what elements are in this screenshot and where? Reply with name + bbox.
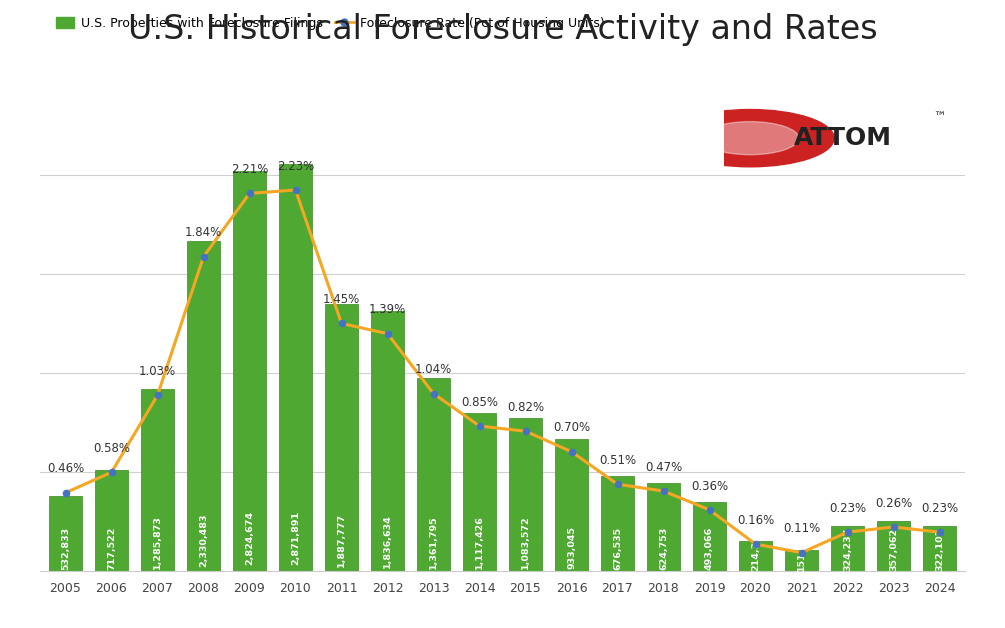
Bar <box>510 418 542 571</box>
Text: 0.26%: 0.26% <box>875 497 913 510</box>
Text: 0.51%: 0.51% <box>599 454 636 467</box>
Bar <box>831 526 863 571</box>
Legend: U.S. Properties with Foreclosure Filings, Foreclosure Rate (Pct of Housing Units: U.S. Properties with Foreclosure Filings… <box>55 17 605 30</box>
Bar <box>49 496 81 571</box>
Text: 151,153: 151,153 <box>797 528 806 571</box>
Text: ATTOM: ATTOM <box>794 126 892 150</box>
Bar <box>785 550 818 571</box>
Text: 532,833: 532,833 <box>61 528 70 570</box>
Text: 493,066: 493,066 <box>705 527 714 570</box>
Circle shape <box>701 122 799 154</box>
Bar <box>233 171 265 571</box>
Text: 1,117,426: 1,117,426 <box>475 515 484 569</box>
Bar <box>556 439 588 571</box>
Text: 1.04%: 1.04% <box>415 363 452 376</box>
Text: 933,045: 933,045 <box>567 526 576 570</box>
Text: 0.11%: 0.11% <box>783 522 820 535</box>
Text: 624,753: 624,753 <box>659 527 668 570</box>
Text: 0.85%: 0.85% <box>461 396 498 409</box>
Text: 1.84%: 1.84% <box>185 226 222 239</box>
Bar <box>279 165 312 571</box>
Text: 676,535: 676,535 <box>613 527 622 570</box>
Text: 357,062: 357,062 <box>889 528 898 571</box>
Text: 1,361,795: 1,361,795 <box>429 515 438 568</box>
Text: 1.45%: 1.45% <box>323 293 360 306</box>
Bar <box>877 521 910 571</box>
Text: 0.36%: 0.36% <box>691 480 728 492</box>
Text: 0.16%: 0.16% <box>737 514 774 527</box>
Text: 2.23%: 2.23% <box>276 160 315 173</box>
Circle shape <box>666 109 834 167</box>
Text: 322,103: 322,103 <box>935 528 944 571</box>
Text: 0.70%: 0.70% <box>553 421 590 435</box>
Bar <box>326 304 358 571</box>
Bar <box>95 470 128 571</box>
Text: 1,887,777: 1,887,777 <box>337 513 346 568</box>
Text: 2,330,483: 2,330,483 <box>199 513 208 566</box>
Text: 0.23%: 0.23% <box>829 502 866 515</box>
Text: ™: ™ <box>934 111 946 124</box>
Text: 0.47%: 0.47% <box>645 461 682 474</box>
Bar <box>372 311 404 571</box>
Bar <box>187 241 220 571</box>
Bar <box>142 389 174 571</box>
Bar <box>601 475 633 571</box>
Text: 0.82%: 0.82% <box>507 401 544 414</box>
Text: 1,836,634: 1,836,634 <box>383 514 392 568</box>
Text: 1.39%: 1.39% <box>369 303 406 317</box>
Text: 1.03%: 1.03% <box>139 365 176 378</box>
Text: 0.58%: 0.58% <box>93 442 130 455</box>
Text: 1,285,873: 1,285,873 <box>153 515 162 569</box>
Bar <box>693 502 726 571</box>
Bar <box>924 526 956 571</box>
Bar <box>647 483 679 571</box>
Text: 717,522: 717,522 <box>107 527 116 570</box>
Text: 0.46%: 0.46% <box>47 462 84 475</box>
Text: 2,824,674: 2,824,674 <box>245 511 254 565</box>
Text: U.S. Historical Foreclosure Activity and Rates: U.S. Historical Foreclosure Activity and… <box>128 13 877 46</box>
Text: 0.23%: 0.23% <box>921 502 958 515</box>
Text: 2.21%: 2.21% <box>231 163 268 176</box>
Text: 324,237: 324,237 <box>843 528 852 571</box>
Text: 1,083,572: 1,083,572 <box>521 516 530 569</box>
Bar <box>740 541 772 571</box>
Text: 2,871,891: 2,871,891 <box>291 511 300 565</box>
Bar <box>463 413 495 571</box>
Bar <box>417 379 449 571</box>
Text: 214,323: 214,323 <box>751 528 760 571</box>
